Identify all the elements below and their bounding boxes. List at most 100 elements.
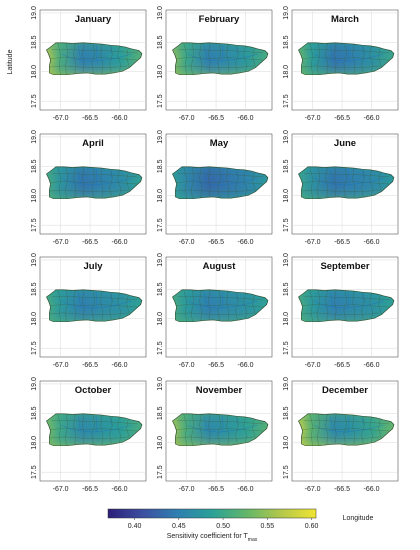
municipality-line	[303, 296, 390, 301]
colorbar-tick-label: 0.40	[128, 523, 142, 530]
x-tick-label: -67.0	[305, 362, 321, 369]
municipality-line	[217, 414, 221, 446]
municipality-line	[252, 171, 256, 192]
y-tick-label: 18.5	[283, 159, 290, 173]
municipality-line	[49, 56, 138, 61]
municipality-line	[117, 45, 121, 72]
municipality-line	[91, 167, 95, 199]
municipality-line	[49, 189, 129, 192]
municipality-line	[91, 43, 95, 75]
colorbar-tick-label: 0.50	[216, 523, 230, 530]
month-title: December	[322, 385, 368, 396]
x-tick-label: -67.0	[53, 362, 69, 369]
municipality-line	[208, 166, 211, 197]
municipality-line	[175, 303, 264, 308]
municipality-line	[117, 292, 121, 319]
island-north-south-shading	[298, 289, 394, 322]
municipality-line	[317, 42, 320, 75]
panel-january: January -67.0 -66.5 -66.0 17.5 18.0 18.5 19.0	[31, 6, 147, 122]
panel-september: September -67.0 -66.5 -66.0 17.5 18.0 18.5 19.0	[283, 253, 399, 369]
panel-july: July -67.0 -66.5 -66.0 17.5 18.0 18.5 19.0	[31, 253, 147, 369]
municipality-boundaries	[175, 166, 264, 199]
municipality-line	[82, 413, 85, 444]
municipality-line	[252, 294, 256, 315]
municipality-boundaries	[175, 289, 264, 322]
municipality-line	[378, 418, 382, 439]
municipality-line	[191, 289, 194, 322]
municipality-line	[183, 289, 187, 322]
river-line	[78, 169, 81, 183]
municipality-line	[208, 289, 211, 320]
municipality-line	[117, 416, 121, 443]
x-tick-label: -66.5	[82, 239, 98, 246]
x-tick-label: -66.5	[208, 362, 224, 369]
x-tick-label: -67.0	[179, 239, 195, 246]
river-line	[61, 300, 132, 309]
y-tick-label: 17.5	[31, 218, 38, 232]
y-tick-label: 18.0	[157, 65, 164, 79]
municipality-line	[126, 294, 130, 315]
municipality-line	[378, 294, 382, 315]
municipality-line	[325, 290, 329, 321]
municipality-line	[177, 296, 264, 301]
river-line	[330, 416, 333, 430]
municipality-line	[317, 413, 320, 446]
river-line	[330, 169, 333, 183]
municipality-line	[301, 436, 381, 439]
municipality-line	[343, 43, 347, 75]
island-north-south-shading	[46, 42, 142, 75]
municipality-line	[301, 427, 390, 432]
y-tick-label: 19.0	[31, 377, 38, 391]
municipality-line	[65, 413, 68, 446]
municipality-line	[309, 42, 313, 75]
y-tick-label: 18.0	[31, 189, 38, 203]
x-tick-label: -66.5	[82, 362, 98, 369]
month-title: October	[75, 385, 112, 396]
municipality-line	[51, 296, 138, 301]
municipality-line	[199, 43, 203, 74]
x-tick-label: -66.0	[364, 115, 380, 122]
island-north-south-shading	[298, 413, 394, 446]
municipality-line	[325, 43, 329, 74]
municipality-line	[309, 413, 313, 446]
river-line	[362, 293, 364, 302]
month-title: June	[334, 138, 356, 149]
panel-december: December -67.0 -66.5 -66.0 17.5 18.0 18.5 19.0	[283, 377, 399, 493]
island-north-south-shading	[172, 413, 268, 446]
y-tick-label: 17.5	[31, 341, 38, 355]
x-tick-label: -67.0	[53, 486, 69, 493]
y-tick-label: 18.0	[31, 436, 38, 450]
municipality-line	[191, 413, 194, 446]
municipality-line	[217, 290, 221, 322]
x-tick-label: -66.5	[82, 115, 98, 122]
river-line	[78, 45, 81, 59]
river-line	[221, 168, 224, 186]
x-tick-label: -66.0	[238, 486, 254, 493]
y-tick-label: 19.0	[283, 6, 290, 20]
y-tick-label: 18.5	[283, 406, 290, 420]
panel-march: March -67.0 -66.5 -66.0 17.5 18.0 18.5 19.0	[283, 6, 399, 122]
y-tick-label: 19.0	[157, 130, 164, 144]
municipality-line	[183, 413, 187, 446]
colorbar: 0.40 0.45 0.50 0.55 0.60 Sensitivity coeffici…	[107, 508, 318, 543]
panel-october: October -67.0 -66.5 -66.0 17.5 18.0 18.5 19.0	[31, 377, 147, 493]
y-tick-label: 17.5	[31, 465, 38, 479]
y-tick-label: 18.0	[31, 65, 38, 79]
municipality-boundaries	[49, 289, 138, 322]
y-tick-label: 18.5	[157, 282, 164, 296]
river-line	[187, 53, 258, 62]
x-tick-label: -66.0	[112, 115, 128, 122]
y-tick-label: 18.5	[283, 282, 290, 296]
municipality-line	[199, 290, 203, 321]
municipality-line	[301, 312, 381, 315]
river-line	[221, 415, 224, 433]
municipality-line	[175, 312, 255, 315]
municipality-line	[325, 167, 329, 198]
river-line	[204, 292, 207, 306]
panel-may: May -67.0 -66.5 -66.0 17.5 18.0 18.5 19.0	[157, 130, 273, 246]
x-tick-label: -67.0	[179, 362, 195, 369]
y-tick-label: 19.0	[157, 253, 164, 267]
municipality-line	[301, 303, 390, 308]
municipality-line	[126, 418, 130, 439]
river-line	[110, 293, 112, 302]
